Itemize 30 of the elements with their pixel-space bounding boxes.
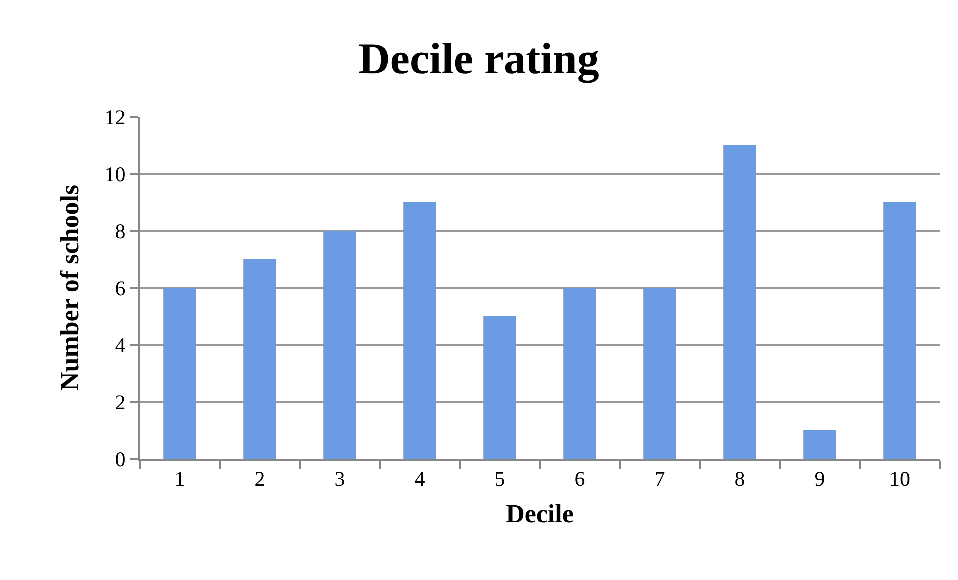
bar	[884, 202, 916, 459]
bar	[484, 316, 516, 459]
y-tick-label: 4	[115, 333, 126, 358]
y-tick-label: 12	[104, 105, 126, 130]
x-tick-label: 5	[494, 467, 506, 492]
x-tick-label: 2	[254, 467, 266, 492]
x-tick-label: 7	[654, 467, 666, 492]
x-tick-label: 9	[814, 467, 826, 492]
y-tick-label: 6	[115, 276, 126, 300]
x-tick-label: 6	[574, 467, 586, 492]
x-tick-label: 8	[734, 467, 746, 492]
x-tick-label: 4	[414, 467, 426, 492]
bar	[804, 430, 836, 459]
x-tick-label: 10	[890, 467, 910, 492]
bar	[244, 260, 276, 459]
bar	[644, 288, 676, 459]
y-tick-label: 10	[104, 162, 126, 186]
chart-title: Decile rating	[358, 34, 600, 84]
x-axis-title: Decile	[506, 499, 574, 528]
bar	[404, 202, 436, 459]
y-axis-title: Number of schools	[56, 184, 85, 392]
bar	[564, 288, 596, 459]
bar	[164, 288, 196, 459]
y-tick-label: 8	[115, 219, 126, 244]
y-tick-label: 0	[115, 447, 126, 472]
bar	[724, 146, 756, 459]
bar	[324, 231, 356, 459]
y-tick-label: 2	[115, 390, 126, 414]
x-tick-label: 1	[174, 467, 186, 492]
x-tick-label: 3	[334, 467, 346, 492]
